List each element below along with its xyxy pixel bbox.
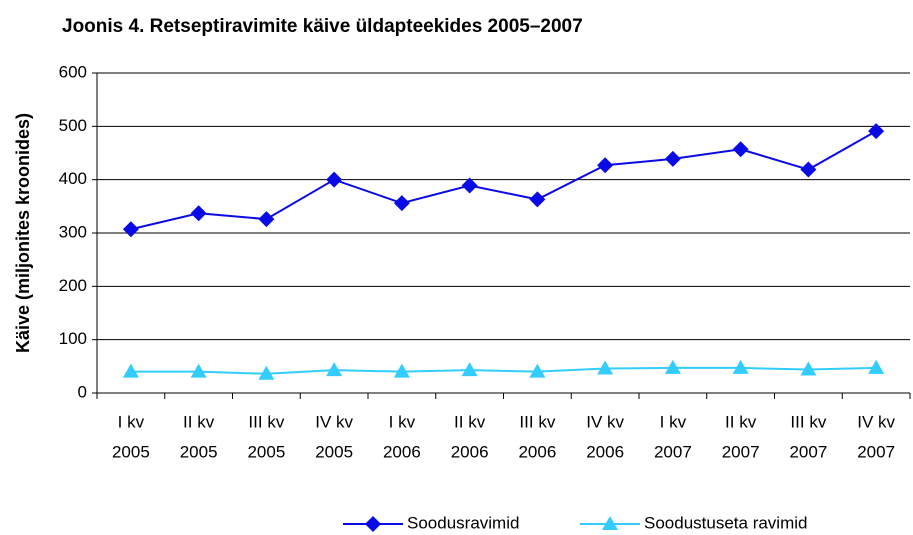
x-tick-label: IV kv (586, 412, 624, 431)
x-tick-label: 2007 (654, 442, 692, 461)
legend-label: Soodusravimid (407, 513, 519, 532)
marker (258, 365, 275, 380)
x-tick-label: IV kv (315, 412, 353, 431)
series-line (130, 130, 877, 231)
y-tick-label: 0 (78, 382, 87, 401)
x-tick-label: II kv (725, 412, 757, 431)
y-tick-label: 600 (59, 62, 87, 81)
x-tick-label: III kv (790, 412, 826, 431)
marker (664, 359, 681, 374)
marker (122, 221, 139, 238)
x-tick-label: 2005 (247, 442, 285, 461)
marker (868, 359, 885, 374)
y-axis-label: Käive (miljonites kroonides) (13, 113, 33, 353)
marker (326, 362, 343, 377)
x-tick-label: 2005 (180, 442, 218, 461)
marker (529, 363, 546, 378)
y-tick-label: 400 (59, 169, 87, 188)
marker (122, 363, 139, 378)
x-tick-label: I kv (389, 412, 416, 431)
x-tick-label: II kv (454, 412, 486, 431)
marker (597, 360, 614, 375)
x-tick-label: I kv (118, 412, 145, 431)
y-tick-label: 300 (59, 222, 87, 241)
marker (732, 359, 749, 374)
marker (800, 361, 817, 376)
marker (597, 157, 614, 174)
marker (393, 195, 410, 212)
series-line (130, 366, 877, 375)
marker (732, 141, 749, 158)
marker (461, 362, 478, 377)
x-tick-label: 2005 (112, 442, 150, 461)
x-tick-label: 2007 (857, 442, 895, 461)
marker (664, 150, 681, 167)
marker (326, 171, 343, 188)
marker (602, 516, 618, 530)
legend-label: Soodustuseta ravimid (644, 513, 807, 532)
marker (190, 363, 207, 378)
marker (258, 211, 275, 228)
y-tick-label: 100 (59, 329, 87, 348)
y-tick-label: 200 (59, 276, 87, 295)
x-tick-label: 2005 (315, 442, 353, 461)
y-tick-label: 500 (59, 116, 87, 135)
marker (365, 516, 381, 532)
chart-title: Joonis 4. Retseptiravimite käive üldapte… (62, 16, 583, 37)
x-tick-label: IV kv (857, 412, 895, 431)
x-tick-label: III kv (519, 412, 555, 431)
marker (393, 363, 410, 378)
x-tick-label: 2006 (451, 442, 489, 461)
marker (800, 161, 817, 178)
x-tick-label: 2006 (518, 442, 556, 461)
marker (868, 123, 885, 140)
x-tick-label: II kv (183, 412, 215, 431)
marker (190, 205, 207, 222)
marker (529, 191, 546, 208)
x-tick-label: 2007 (789, 442, 827, 461)
x-tick-label: 2007 (722, 442, 760, 461)
x-tick-label: I kv (660, 412, 687, 431)
x-tick-label: 2006 (383, 442, 421, 461)
x-tick-label: 2006 (586, 442, 624, 461)
x-tick-label: III kv (248, 412, 284, 431)
marker (461, 177, 478, 194)
